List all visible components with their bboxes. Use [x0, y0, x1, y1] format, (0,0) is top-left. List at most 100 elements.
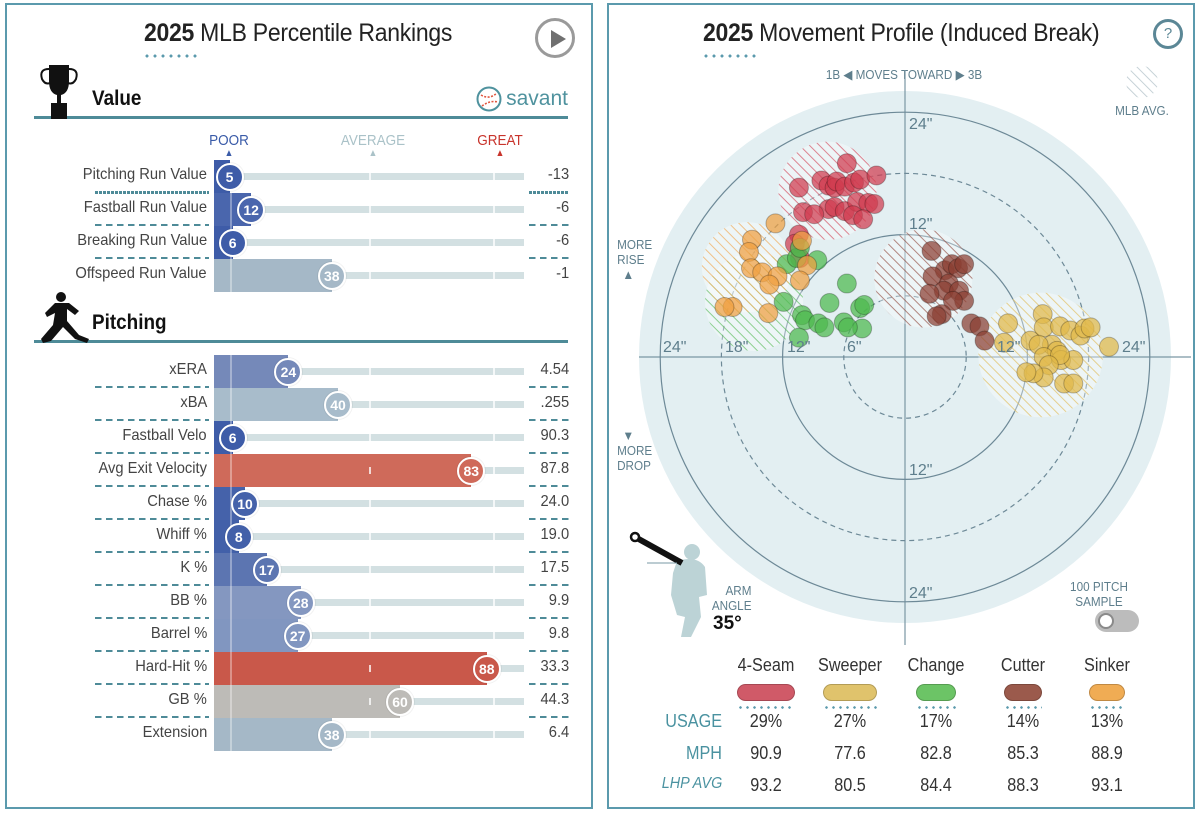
row-divider	[529, 551, 569, 553]
metric-row[interactable]: Pitching Run Value 5 -13	[7, 160, 595, 193]
gridline	[230, 718, 232, 751]
pitch-usage-cell: 14%	[1006, 711, 1040, 731]
title-underline	[702, 54, 756, 58]
pitch-color-swatch[interactable]	[823, 684, 877, 701]
gridline-average	[369, 239, 371, 246]
gridline	[230, 685, 232, 718]
pitch-type-header[interactable]: Change	[907, 655, 965, 675]
gridline-average	[369, 434, 371, 441]
metric-row[interactable]: xBA 40 .255	[7, 388, 595, 421]
percentile-badge: 6	[218, 424, 247, 452]
triangle-up-icon: ▲	[224, 148, 234, 159]
metric-row[interactable]: Offspeed Run Value 38 -1	[7, 259, 595, 292]
pitch-type-header[interactable]: Cutter	[1000, 655, 1046, 675]
triangle-down-icon: ▼	[622, 428, 635, 443]
metric-row[interactable]: xERA 24 4.54	[7, 355, 595, 388]
metric-row[interactable]: Hard-Hit % 88 33.3	[7, 652, 595, 685]
ring-label: 24"	[663, 339, 686, 356]
metric-row[interactable]: Fastball Velo 6 90.3	[7, 421, 595, 454]
gridline-average	[369, 173, 371, 180]
metric-row[interactable]: BB % 28 9.9	[7, 586, 595, 619]
metric-row[interactable]: Whiff % 8 19.0	[7, 520, 595, 553]
more-rise-label: MORE RISE ▲	[617, 237, 655, 282]
pitch-color-swatch[interactable]	[737, 684, 795, 701]
pitch-point-sweeper	[998, 313, 1019, 334]
pitch-point-cutter	[942, 290, 963, 311]
swatch-underline	[737, 706, 795, 709]
percentile-bar	[214, 388, 338, 421]
percentile-badge: 38	[317, 721, 346, 749]
ring-label: 12"	[909, 462, 932, 479]
pitch-point-sinker	[714, 297, 735, 318]
percentile-rankings-panel: 2025 MLB Percentile Rankings POOR ▲ AVERA…	[5, 3, 593, 809]
swatch-underline	[823, 706, 877, 709]
swatch-underline	[1004, 706, 1042, 709]
row-divider	[529, 518, 569, 520]
metric-row[interactable]: Avg Exit Velocity 83 87.8	[7, 454, 595, 487]
metric-value: -1	[555, 265, 569, 282]
pitch-lhp-avg-cell: 93.2	[750, 775, 782, 795]
pitch-color-swatch[interactable]	[1089, 684, 1125, 701]
metric-label: Hard-Hit %	[135, 658, 207, 675]
pitch-usage-cell: 17%	[919, 711, 953, 731]
percentile-badge: 5	[215, 163, 244, 191]
mlb-avg-legend-label: MLB AVG.	[1115, 103, 1169, 118]
sample-toggle[interactable]	[1095, 610, 1139, 632]
row-divider	[529, 452, 569, 454]
metric-row[interactable]: K % 17 17.5	[7, 553, 595, 586]
pitch-lhp-avg-cell: 88.3	[1007, 775, 1039, 795]
metric-label: Offspeed Run Value	[75, 265, 207, 282]
row-divider	[95, 257, 209, 259]
pitch-usage-cell: 27%	[833, 711, 867, 731]
metric-row[interactable]: Breaking Run Value 6 -6	[7, 226, 595, 259]
percentile-bar	[214, 259, 332, 292]
pitch-point-4-seam	[853, 209, 874, 230]
metric-row[interactable]: Chase % 10 24.0	[7, 487, 595, 520]
pitch-lhp-avg-cell: 93.1	[1091, 775, 1123, 795]
metric-value: 9.9	[548, 592, 569, 609]
pitch-type-header[interactable]: 4-Seam	[737, 655, 795, 675]
pitch-point-4-seam	[866, 165, 887, 186]
metric-row[interactable]: Barrel % 27 9.8	[7, 619, 595, 652]
row-divider	[95, 584, 209, 586]
gridline-great	[493, 206, 495, 213]
gridline-average	[369, 731, 371, 738]
savant-logo[interactable]: savant	[476, 86, 568, 112]
percentile-badge: 28	[286, 589, 315, 617]
help-icon[interactable]: ?	[1153, 19, 1183, 49]
metric-row[interactable]: Fastball Run Value 12 -6	[7, 193, 595, 226]
metric-row[interactable]: Extension 38 6.4	[7, 718, 595, 751]
pitch-lhp-avg-cell: 80.5	[834, 775, 866, 795]
metric-label: Extension	[142, 724, 207, 741]
more-drop-label: ▼ MORE DROP	[617, 428, 655, 473]
metric-label: Breaking Run Value	[77, 232, 207, 249]
percentile-badge: 12	[237, 196, 266, 224]
pitch-point-change	[788, 327, 809, 348]
play-icon[interactable]	[535, 18, 575, 58]
gridline-great	[493, 533, 495, 540]
pitch-color-swatch[interactable]	[916, 684, 956, 701]
row-divider	[95, 452, 209, 454]
pitch-color-swatch[interactable]	[1004, 684, 1042, 701]
section-title: Pitching	[92, 311, 167, 334]
mlb-avg-legend-icon	[1126, 66, 1158, 98]
metric-value: -6	[555, 199, 569, 216]
ring-label: 24"	[909, 116, 932, 133]
movement-chart: 24" 12" 12" 24" 24" 18" 12" 6" 12" 24"	[639, 66, 1191, 645]
metric-row[interactable]: GB % 60 44.3	[7, 685, 595, 718]
row-divider	[95, 224, 209, 226]
gridline	[230, 553, 232, 586]
pitch-type-header[interactable]: Sinker	[1084, 655, 1130, 675]
gridline	[230, 586, 232, 619]
row-divider	[529, 386, 569, 388]
pitch-point-change	[819, 292, 840, 313]
row-divider	[529, 419, 569, 421]
pitch-type-header[interactable]: Sweeper	[818, 655, 882, 675]
pitcher-arm-angle-icon	[629, 531, 707, 637]
percentile-badge: 83	[457, 457, 486, 485]
ring-label: 24"	[909, 585, 932, 602]
ring-label: 12"	[909, 216, 932, 233]
gridline-great	[493, 599, 495, 606]
pitch-mph-cell: 90.9	[750, 743, 782, 763]
gridline-great	[493, 272, 495, 279]
